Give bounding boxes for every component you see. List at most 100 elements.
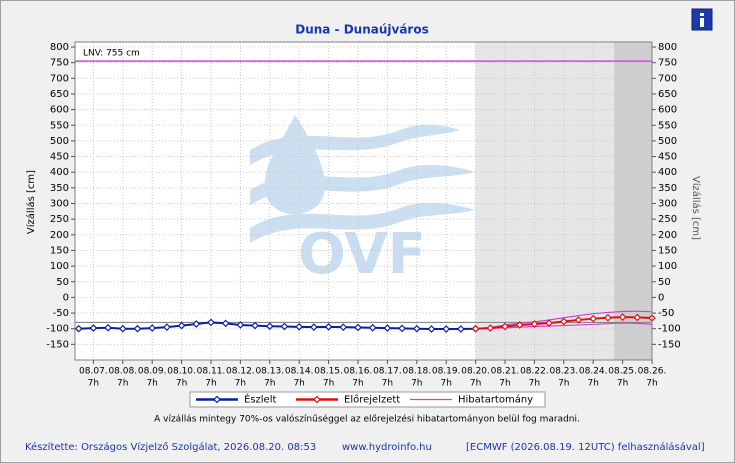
x-tick-label: 08.18. xyxy=(402,367,431,377)
y2-tick-label: 150 xyxy=(658,245,677,256)
y-tick-label: 700 xyxy=(50,73,69,84)
y2-tick-label: -150 xyxy=(658,339,681,350)
x-tick-label: 08.12. xyxy=(226,367,255,377)
footer-website[interactable]: www.hydroinfo.hu xyxy=(342,442,432,453)
x-tick-label: 7h xyxy=(352,379,363,389)
y2-axis-label: Vízállás [cm] xyxy=(690,176,702,240)
x-tick-label: 7h xyxy=(617,379,628,389)
x-tick-label: 08.19. xyxy=(432,367,461,377)
x-tick-label: 7h xyxy=(323,379,334,389)
marker xyxy=(633,313,642,322)
info-dot xyxy=(700,13,704,16)
y-tick-label: 300 xyxy=(50,199,69,210)
marker xyxy=(313,395,321,404)
legend: Észlelt Előrejelzett Hibatartomány xyxy=(196,393,533,406)
footer-source: [ECMWF (2026.08.19. 12UTC) felhasználásá… xyxy=(466,441,705,453)
x-tick-label: 08.08. xyxy=(108,367,137,377)
plot-layer: LNV: 755 cm xyxy=(74,42,656,360)
y-tick-label: 100 xyxy=(50,261,69,272)
watermark: OVF xyxy=(298,222,426,287)
x-tick-label: 7h xyxy=(382,379,393,389)
y-tick-label: 450 xyxy=(50,152,69,163)
x-tick-label: 7h xyxy=(529,379,540,389)
chart-title: Duna - Dunaújváros xyxy=(295,23,429,37)
marker xyxy=(89,324,98,332)
y-tick-label: 50 xyxy=(56,277,69,288)
legend-label: Észlelt xyxy=(244,393,276,406)
x-tick-label: 08.16. xyxy=(344,367,373,377)
x-tick-label: 7h xyxy=(293,379,304,389)
y-tick-label: 250 xyxy=(50,214,69,225)
marker xyxy=(589,314,598,323)
note: A vízállás mintegy 70%-os valószínűségge… xyxy=(154,414,580,425)
marker xyxy=(515,321,524,329)
marker xyxy=(177,321,186,330)
marker xyxy=(383,324,392,332)
y-tick-label: 0 xyxy=(63,292,69,303)
marker xyxy=(213,395,221,404)
marker xyxy=(104,323,112,332)
x-tick-label: 7h xyxy=(117,379,128,389)
marker xyxy=(354,323,362,332)
y2-tick-label: 750 xyxy=(658,58,677,69)
y2-tick-label: 650 xyxy=(658,89,677,100)
x-tick-label: 7h xyxy=(235,379,246,389)
x-tick-label: 08.23. xyxy=(549,367,578,377)
x-tick-label: 08.25. xyxy=(608,367,637,377)
x-tick-label: 08.13. xyxy=(255,367,284,377)
marker xyxy=(265,322,274,331)
y-tick-label: -50 xyxy=(53,308,69,319)
marker xyxy=(280,322,289,331)
marker xyxy=(604,313,612,322)
x-tick-label: 7h xyxy=(587,379,598,389)
y2-tick-label: 400 xyxy=(658,167,677,178)
marker xyxy=(501,322,509,331)
marker xyxy=(618,313,627,321)
x-tick-label: 7h xyxy=(470,379,481,389)
marker xyxy=(310,323,318,331)
y-tick-label: 800 xyxy=(50,42,69,53)
legend-label: Előrejelzett xyxy=(344,394,400,406)
y2-tick-label: 100 xyxy=(658,261,677,272)
y-tick-label: 200 xyxy=(50,230,69,241)
y2-tick-label: 500 xyxy=(658,136,677,147)
marker xyxy=(427,325,436,333)
x-tick-label: 7h xyxy=(205,379,216,389)
y-tick-label: -100 xyxy=(46,324,69,335)
x-tick-label: 7h xyxy=(146,379,157,389)
footer-author: Készítette: Országos Vízjelző Szolgálat,… xyxy=(25,441,316,453)
x-tick-label: 7h xyxy=(264,379,275,389)
marker xyxy=(118,324,127,333)
marker xyxy=(442,325,451,333)
x-tick-label: 08.09. xyxy=(138,367,167,377)
x-tick-label: 08.11. xyxy=(197,367,226,377)
info-stem xyxy=(700,18,704,27)
marker xyxy=(471,324,480,333)
lnv-label: LNV: 755 cm xyxy=(83,49,140,59)
y-tick-label: 550 xyxy=(50,120,69,131)
y-tick-label: 650 xyxy=(50,89,69,100)
x-tick-label: 08.20. xyxy=(461,367,490,377)
marker xyxy=(368,323,377,332)
marker xyxy=(457,325,465,333)
y-tick-label: 600 xyxy=(50,105,69,116)
legend-box xyxy=(189,391,546,408)
marker xyxy=(236,321,245,329)
x-tick-label: 7h xyxy=(646,379,657,389)
marker xyxy=(295,322,304,331)
marker xyxy=(530,320,539,328)
x-tick-label: 08.07. xyxy=(79,367,108,377)
info-icon[interactable] xyxy=(691,8,713,31)
y2-tick-label: 350 xyxy=(658,183,677,194)
y-tick-label: 150 xyxy=(50,245,69,256)
x-tick-label: 08.15. xyxy=(314,367,343,377)
marker xyxy=(559,317,568,326)
x-tick-label: 7h xyxy=(88,379,99,389)
marker xyxy=(221,319,230,328)
marker xyxy=(398,324,406,333)
x-tick-label: 7h xyxy=(558,379,569,389)
legend-label: Hibatartomány xyxy=(458,394,533,406)
marker xyxy=(574,316,583,324)
marker xyxy=(74,324,83,333)
x-tick-label: 08.22. xyxy=(520,367,549,377)
